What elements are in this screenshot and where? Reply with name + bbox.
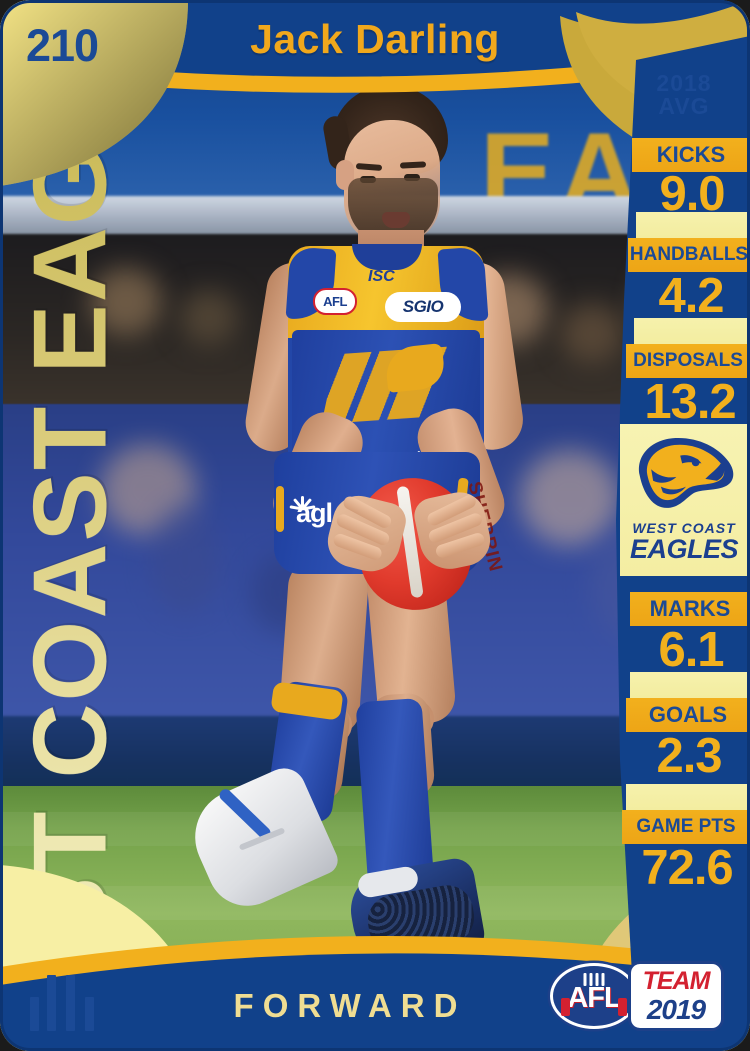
stat-label-goals: GOALS	[626, 698, 750, 732]
eagle-head-icon	[639, 438, 734, 508]
goal-posts-icon	[30, 969, 98, 1031]
shorts-trim-left	[276, 486, 284, 532]
stat-value-kicks: 9.0	[659, 167, 725, 221]
afl-logo-accent-left	[561, 998, 570, 1016]
page-title: Jack Darling	[250, 16, 500, 62]
team-logo-line1: WEST COAST	[632, 520, 736, 536]
crowd-blob	[560, 304, 624, 364]
team-badge-year: 2019	[646, 994, 706, 1025]
crowd-blob	[180, 290, 238, 346]
team-logo-line2: EAGLES	[629, 534, 739, 564]
afl-logo-text: AFL	[567, 982, 621, 1014]
player-mouth	[382, 212, 410, 228]
afl-logo-accent-right	[618, 998, 627, 1016]
card-number: 210	[26, 20, 99, 71]
stat-label-game-pts: GAME PTS	[622, 810, 750, 844]
jersey-afl-badge: AFL	[313, 288, 357, 315]
stat-divider	[636, 212, 750, 238]
jersey-collar	[352, 244, 422, 270]
player-eye	[404, 174, 420, 181]
afl-logo-icon: AFL	[550, 963, 638, 1029]
stat-label-disposals: DISPOSALS	[626, 344, 750, 378]
spectator-blob	[520, 450, 620, 546]
shorts-sponsor-starburst-icon	[289, 496, 316, 522]
position-banner	[0, 921, 750, 1051]
stats-heading-avg: AVG	[658, 93, 710, 120]
team-2019-badge: TEAM 2019	[628, 961, 724, 1031]
stat-divider	[634, 318, 750, 344]
brand-lockup: AFL TEAM 2019	[550, 959, 724, 1033]
jersey-sponsor-badge: SGIO	[385, 292, 461, 322]
stat-value-game-pts: 72.6	[641, 841, 733, 895]
player-position: FORWARD	[233, 987, 467, 1024]
afl-logo-posts	[583, 973, 605, 986]
stat-label-marks: MARKS	[630, 592, 750, 626]
jersey-brand-label: ISC	[368, 268, 395, 285]
spectator-blob	[150, 504, 220, 614]
stats-heading-year: 2018	[656, 70, 712, 96]
card-number-petal	[0, 0, 210, 200]
stat-value-marks: 6.1	[658, 623, 724, 677]
stat-divider	[630, 672, 750, 698]
stat-value-disposals: 13.2	[644, 375, 736, 429]
team-logo-plaque: WEST COAST EAGLES	[620, 424, 750, 576]
team-badge-word: TEAM	[642, 966, 711, 995]
stats-panel: 2018 AVG KICKS 9.0 HANDBALLS 4.2 DISPOSA…	[610, 0, 750, 1051]
stat-label-kicks: KICKS	[632, 138, 750, 172]
stat-value-goals: 2.3	[656, 729, 722, 783]
stats-rows: 2018 AVG KICKS 9.0 HANDBALLS 4.2 DISPOSA…	[610, 0, 750, 1051]
crowd-blob	[90, 268, 162, 336]
stat-value-handballs: 4.2	[658, 269, 724, 323]
stat-label-handballs: HANDBALLS	[628, 238, 750, 272]
shorts-sponsor-label: agl	[296, 498, 333, 528]
stat-divider	[626, 784, 750, 810]
stats-heading: 2018 AVG	[624, 70, 744, 120]
